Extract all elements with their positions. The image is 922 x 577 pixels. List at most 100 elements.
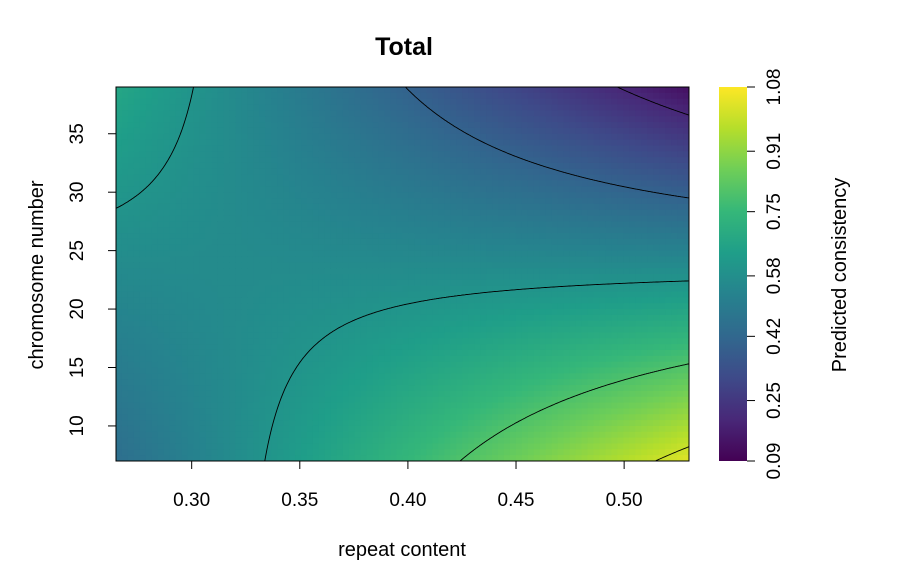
heatmap-cell bbox=[193, 314, 201, 322]
heatmap-cell bbox=[187, 396, 195, 404]
heatmap-cell bbox=[247, 361, 254, 369]
heatmap-cell bbox=[462, 338, 469, 345]
heatmap-cell bbox=[336, 349, 344, 357]
heatmap-cell bbox=[211, 402, 219, 409]
heatmap-cell bbox=[169, 215, 177, 222]
heatmap-cell bbox=[223, 338, 231, 345]
heatmap-cell bbox=[372, 402, 380, 409]
heatmap-cell bbox=[301, 390, 308, 398]
heatmap-cell bbox=[414, 279, 422, 287]
heatmap-cell bbox=[503, 355, 511, 363]
heatmap-cell bbox=[193, 162, 201, 170]
heatmap-cell bbox=[169, 367, 177, 374]
heatmap-cell bbox=[253, 390, 260, 398]
heatmap-cell bbox=[402, 227, 410, 234]
heatmap-cell bbox=[420, 92, 427, 100]
heatmap-cell bbox=[336, 291, 344, 298]
heatmap-cell bbox=[199, 420, 207, 427]
heatmap-cell bbox=[348, 180, 356, 187]
heatmap-cell bbox=[402, 326, 410, 334]
heatmap-cell bbox=[133, 309, 141, 316]
heatmap-cell bbox=[390, 244, 398, 252]
heatmap-cell bbox=[241, 215, 248, 222]
heatmap-cell bbox=[157, 402, 165, 409]
heatmap-cell bbox=[492, 209, 499, 217]
heatmap-cell bbox=[462, 92, 469, 100]
heatmap-cell bbox=[396, 215, 404, 222]
heatmap-cell bbox=[116, 431, 123, 439]
heatmap-cell bbox=[289, 256, 296, 263]
heatmap-cell bbox=[169, 198, 177, 205]
heatmap-cell bbox=[116, 250, 123, 258]
heatmap-cell bbox=[420, 98, 427, 106]
heatmap-cell bbox=[229, 332, 236, 339]
heatmap-cell bbox=[408, 250, 416, 258]
heatmap-cell bbox=[235, 215, 242, 222]
heatmap-cell bbox=[372, 390, 380, 398]
heatmap-cell bbox=[271, 116, 278, 123]
heatmap-cell bbox=[486, 402, 493, 409]
heatmap-cell bbox=[145, 431, 153, 439]
heatmap-cell bbox=[354, 274, 362, 281]
heatmap-cell bbox=[444, 344, 451, 351]
heatmap-cell bbox=[121, 326, 129, 334]
heatmap-cell bbox=[127, 174, 135, 182]
heatmap-cell bbox=[426, 385, 433, 392]
heatmap-cell bbox=[145, 268, 153, 275]
heatmap-cell bbox=[486, 244, 493, 252]
heatmap-cell bbox=[563, 87, 571, 94]
heatmap-cell bbox=[265, 238, 272, 246]
heatmap-cell bbox=[175, 279, 183, 287]
heatmap-cell bbox=[390, 87, 398, 94]
heatmap-cell bbox=[312, 133, 320, 141]
heatmap-cell bbox=[402, 262, 410, 269]
heatmap-cell bbox=[503, 285, 511, 293]
heatmap-cell bbox=[366, 437, 374, 445]
heatmap-cell bbox=[241, 238, 248, 246]
heatmap-cell bbox=[509, 133, 517, 141]
heatmap-cell bbox=[551, 414, 559, 421]
heatmap-cell bbox=[169, 361, 177, 369]
heatmap-cell bbox=[289, 268, 296, 275]
heatmap-cell bbox=[390, 256, 398, 263]
heatmap-cell bbox=[271, 268, 278, 275]
heatmap-cell bbox=[569, 122, 577, 129]
heatmap-cell bbox=[259, 233, 266, 240]
heatmap-cell bbox=[515, 262, 523, 269]
heatmap-cell bbox=[301, 309, 308, 316]
heatmap-cell bbox=[396, 233, 404, 240]
heatmap-cell bbox=[509, 209, 517, 217]
heatmap-cell bbox=[486, 180, 493, 187]
heatmap-cell bbox=[312, 256, 320, 263]
heatmap-cell bbox=[247, 309, 254, 316]
heatmap-cell bbox=[271, 402, 278, 409]
heatmap-cell bbox=[253, 437, 260, 445]
heatmap-cell bbox=[145, 209, 153, 217]
heatmap-cell bbox=[127, 238, 135, 246]
heatmap-cell bbox=[474, 420, 481, 427]
heatmap-cell bbox=[163, 449, 171, 456]
heatmap-cell bbox=[253, 215, 260, 222]
heatmap-cell bbox=[384, 373, 392, 380]
heatmap-cell bbox=[474, 314, 481, 322]
heatmap-cell bbox=[223, 314, 231, 322]
heatmap-cell bbox=[336, 203, 344, 211]
heatmap-cell bbox=[432, 215, 439, 222]
heatmap-cell bbox=[199, 349, 207, 357]
heatmap-cell bbox=[121, 332, 129, 339]
heatmap-cell bbox=[145, 162, 153, 170]
heatmap-cell bbox=[539, 233, 547, 240]
heatmap-cell bbox=[509, 256, 517, 263]
heatmap-cell bbox=[521, 443, 529, 450]
heatmap-cell bbox=[527, 250, 535, 258]
heatmap-cell bbox=[342, 133, 350, 141]
heatmap-cell bbox=[157, 437, 165, 445]
heatmap-cell bbox=[414, 268, 422, 275]
heatmap-cell bbox=[312, 355, 320, 363]
heatmap-cell bbox=[545, 227, 553, 234]
heatmap-cell bbox=[360, 443, 368, 450]
heatmap-cell bbox=[503, 402, 511, 409]
heatmap-cell bbox=[378, 127, 386, 135]
heatmap-cell bbox=[187, 92, 195, 100]
heatmap-cell bbox=[456, 355, 463, 363]
